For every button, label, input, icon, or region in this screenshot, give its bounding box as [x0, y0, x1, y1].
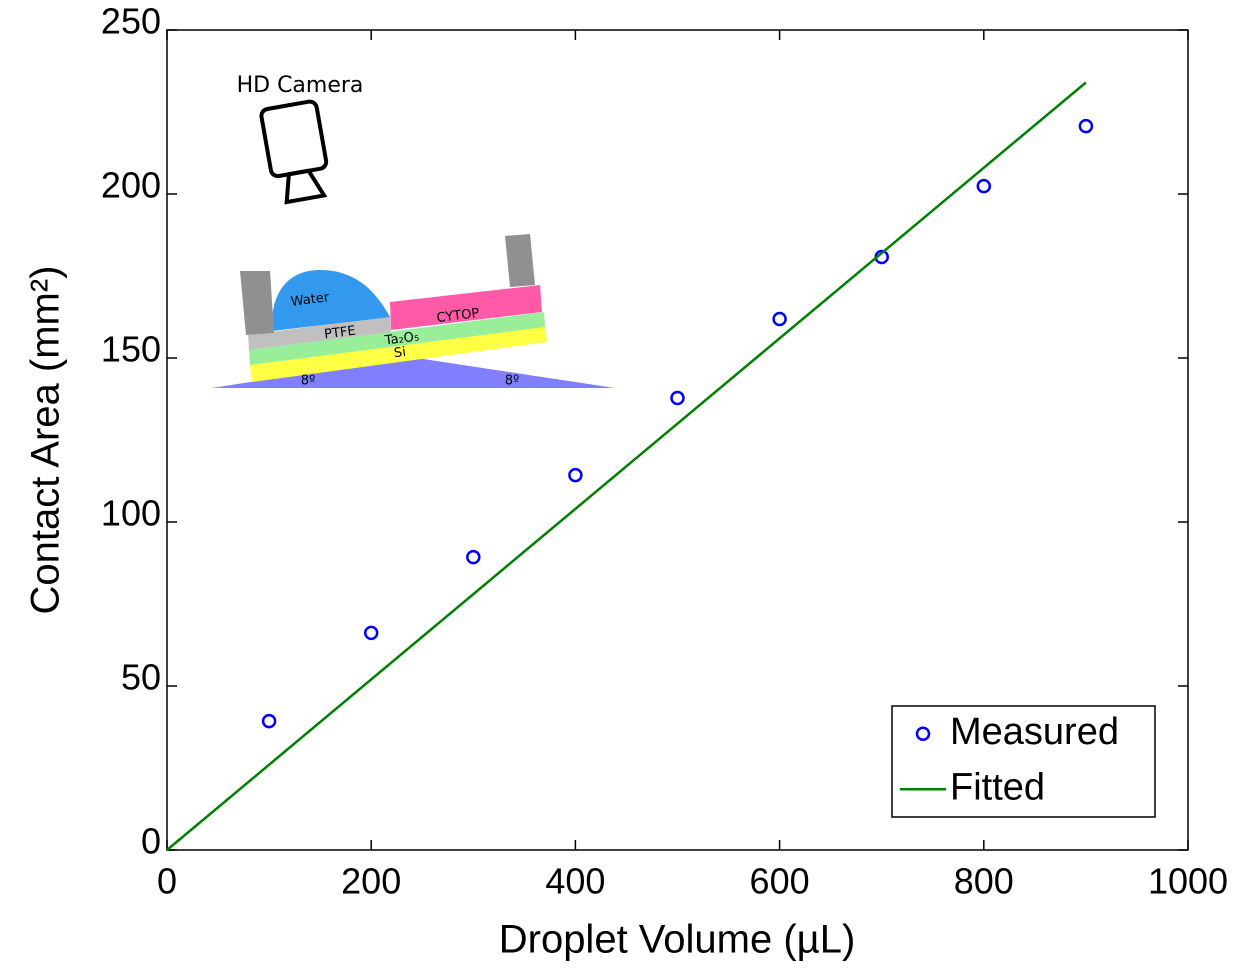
axes-box	[166, 29, 1189, 851]
legend-label: Measured	[950, 711, 1119, 753]
ta2o5-layer	[249, 312, 545, 365]
water-drop	[271, 270, 390, 331]
inset-label: 8º	[505, 374, 519, 389]
camera	[259, 99, 329, 205]
post	[240, 271, 274, 335]
y-tick-label: 150	[101, 329, 161, 370]
y-tick-label: 0	[141, 821, 161, 862]
inset-label: Water	[290, 290, 331, 310]
legend-marker	[915, 726, 931, 741]
inset-label: Ta₂O₅	[383, 329, 420, 348]
y-axis-label: Contact Area (mm²)	[24, 266, 68, 615]
y-tick-label: 200	[101, 165, 161, 206]
x-tick-label: 0	[157, 861, 177, 902]
inset-label: CYTOP	[436, 306, 480, 326]
legend-box	[891, 705, 1156, 818]
y-tick-label: 250	[101, 1, 161, 42]
post	[505, 234, 535, 287]
x-tick-label: 800	[954, 861, 1014, 902]
data-point	[976, 178, 992, 194]
inset-diagram: HD Camera Water PTFE CYTOP Ta₂O₅ Si 8º 8…	[212, 73, 615, 389]
x-tick-label: 600	[750, 861, 810, 902]
inset-label: Si	[393, 345, 407, 361]
y-tick-label: 50	[121, 657, 161, 698]
ptfe-layer	[248, 316, 391, 350]
data-point	[772, 311, 787, 327]
x-tick-label: 1000	[1148, 861, 1228, 902]
inset-label: HD Camera	[237, 73, 364, 98]
y-tick-label: 100	[101, 493, 161, 534]
data-point	[670, 390, 685, 406]
x-tick-label: 200	[341, 861, 401, 902]
data-point	[261, 713, 277, 729]
cytop-layer	[390, 285, 542, 330]
wedge	[212, 357, 615, 388]
x-axis-label: Droplet Volume (µL)	[499, 918, 856, 962]
data-point	[1078, 118, 1094, 134]
data-point	[466, 549, 481, 565]
inset-label: 8º	[301, 374, 315, 389]
fitted-line	[166, 81, 1087, 851]
x-tick-label: 400	[545, 861, 605, 902]
data-point	[363, 625, 379, 641]
data-point	[568, 467, 583, 483]
inset-label: PTFE	[323, 324, 356, 343]
legend-label: Fitted	[950, 766, 1045, 808]
si-layer	[250, 325, 547, 382]
